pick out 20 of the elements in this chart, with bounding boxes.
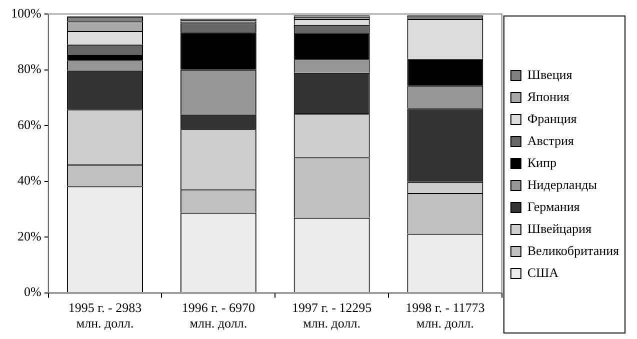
x-tick-label: 1995 г. - 2983 млн. долл.: [68, 300, 142, 331]
x-tick-label: 1996 г. - 6970 млн. долл.: [182, 300, 256, 331]
legend-label: Франция: [527, 110, 577, 126]
legend-label: Великобритания: [527, 242, 620, 258]
y-tick-label: 0%: [24, 284, 42, 300]
x-tick-label: 1997 г. - 12295 млн. долл.: [292, 300, 372, 331]
y-tick-label: 40%: [17, 172, 42, 188]
y-tick-label: 20%: [17, 228, 42, 244]
legend-label: Швейцария: [527, 220, 592, 236]
legend-label: США: [527, 264, 560, 280]
y-tick-label: 60%: [17, 116, 42, 132]
y-tick-label: 100%: [10, 5, 42, 20]
legend-label: Австрия: [527, 132, 574, 148]
y-tick-label: 80%: [17, 61, 42, 76]
legend-label: Германия: [527, 198, 580, 214]
legend-label: Япония: [527, 88, 570, 104]
legend-label: Нидерланды: [527, 176, 598, 192]
legend-label: Кипр: [527, 154, 556, 170]
legend-label: Швеция: [527, 66, 572, 82]
x-tick-label: 1998 г. - 11773 млн. долл.: [406, 300, 485, 331]
